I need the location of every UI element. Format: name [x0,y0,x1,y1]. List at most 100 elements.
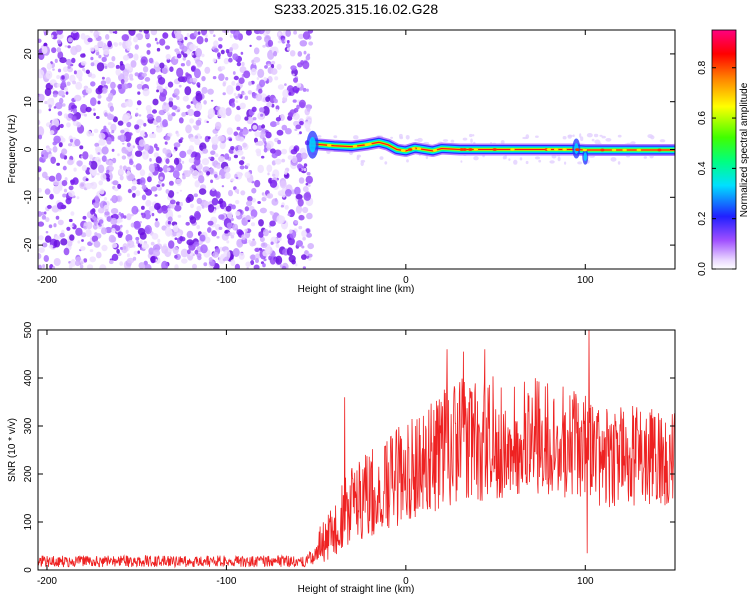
noise-speck [56,162,60,166]
noise-speck [297,198,304,207]
noise-speck [94,232,98,236]
noise-speck [126,142,131,148]
noise-speck [234,263,240,269]
noise-speck [110,217,118,225]
noise-speck [75,260,81,267]
noise-speck [258,231,264,238]
noise-speck [177,41,182,46]
noise-speck [442,139,449,142]
noise-speck [193,30,198,37]
noise-speck [284,83,287,86]
signal-hotspot [416,147,422,151]
noise-speck [147,176,152,183]
colorbar: 0.0 0.2 0.4 0.6 0.8 Normalized spectral ampl… [697,29,750,276]
noise-speck [38,176,41,181]
noise-speck [156,89,160,93]
noise-speck [218,44,223,49]
noise-speck [66,226,71,231]
noise-speck [239,102,246,110]
noise-speck [282,89,289,99]
noise-speck [122,165,127,171]
noise-speck [127,240,135,248]
noise-speck [236,126,241,131]
noise-speck [591,138,595,142]
noise-speck [176,53,182,59]
noise-speck [189,137,196,143]
noise-speck [229,47,233,52]
noise-speck [251,59,255,64]
noise-speck [158,86,164,93]
noise-speck [296,240,303,247]
noise-speck [59,97,64,104]
noise-speck [303,168,307,172]
noise-speck [141,72,147,77]
noise-speck [250,260,255,266]
noise-speck [235,100,239,103]
noise-speck [264,38,269,43]
noise-speck [162,67,168,75]
noise-speck [258,88,263,94]
noise-speck [290,65,297,71]
noise-speck [63,247,70,256]
noise-speck [157,238,161,243]
noise-speck [196,205,202,212]
noise-speck [250,254,256,261]
noise-speck [236,229,243,236]
noise-speck [41,154,44,157]
noise-speck [241,234,247,241]
noise-speck [286,40,290,44]
noise-speck [144,224,152,235]
noise-speck [86,130,92,137]
noise-speck [154,37,158,42]
noise-speck [164,141,168,145]
noise-speck [277,139,281,145]
noise-speck [278,215,286,224]
noise-speck [140,81,144,85]
noise-speck [111,253,119,261]
noise-speck [228,138,233,142]
signal-hotspot [562,148,567,151]
noise-speck [279,264,283,268]
noise-speck [79,181,86,189]
noise-speck [141,182,145,186]
noise-speck [191,170,200,179]
noise-speck [211,230,218,237]
noise-speck [57,51,64,60]
noise-speck [271,60,276,65]
noise-speck [280,204,284,208]
noise-speck [450,139,455,143]
noise-speck [52,93,58,98]
noise-speck [165,135,171,141]
noise-speck [71,115,77,122]
noise-speck [150,186,158,192]
noise-speck [197,85,201,88]
noise-speck [79,145,84,150]
noise-speck [189,118,195,124]
noise-speck [90,56,94,61]
signal-hotspot [473,148,479,151]
noise-speck [215,205,220,210]
noise-speck [38,134,43,140]
noise-speck [133,250,138,256]
noise-speck [137,250,140,254]
noise-speck [125,229,129,234]
noise-speck [513,159,518,165]
noise-speck [572,134,575,137]
noise-speck [270,148,276,154]
noise-speck [61,80,66,87]
noise-speck [198,170,202,174]
signal-hotspot [611,148,617,152]
noise-speck [58,142,63,148]
noise-speck [285,43,291,48]
noise-speck [360,161,364,167]
noise-speck [43,31,48,36]
noise-speck [630,141,636,145]
noise-speck [69,138,74,143]
noise-speck [197,31,201,35]
noise-speck [172,231,178,237]
noise-speck [225,107,232,117]
noise-speck [298,177,305,184]
noise-speck [304,121,311,130]
noise-speck [83,222,88,227]
noise-speck [308,41,314,46]
